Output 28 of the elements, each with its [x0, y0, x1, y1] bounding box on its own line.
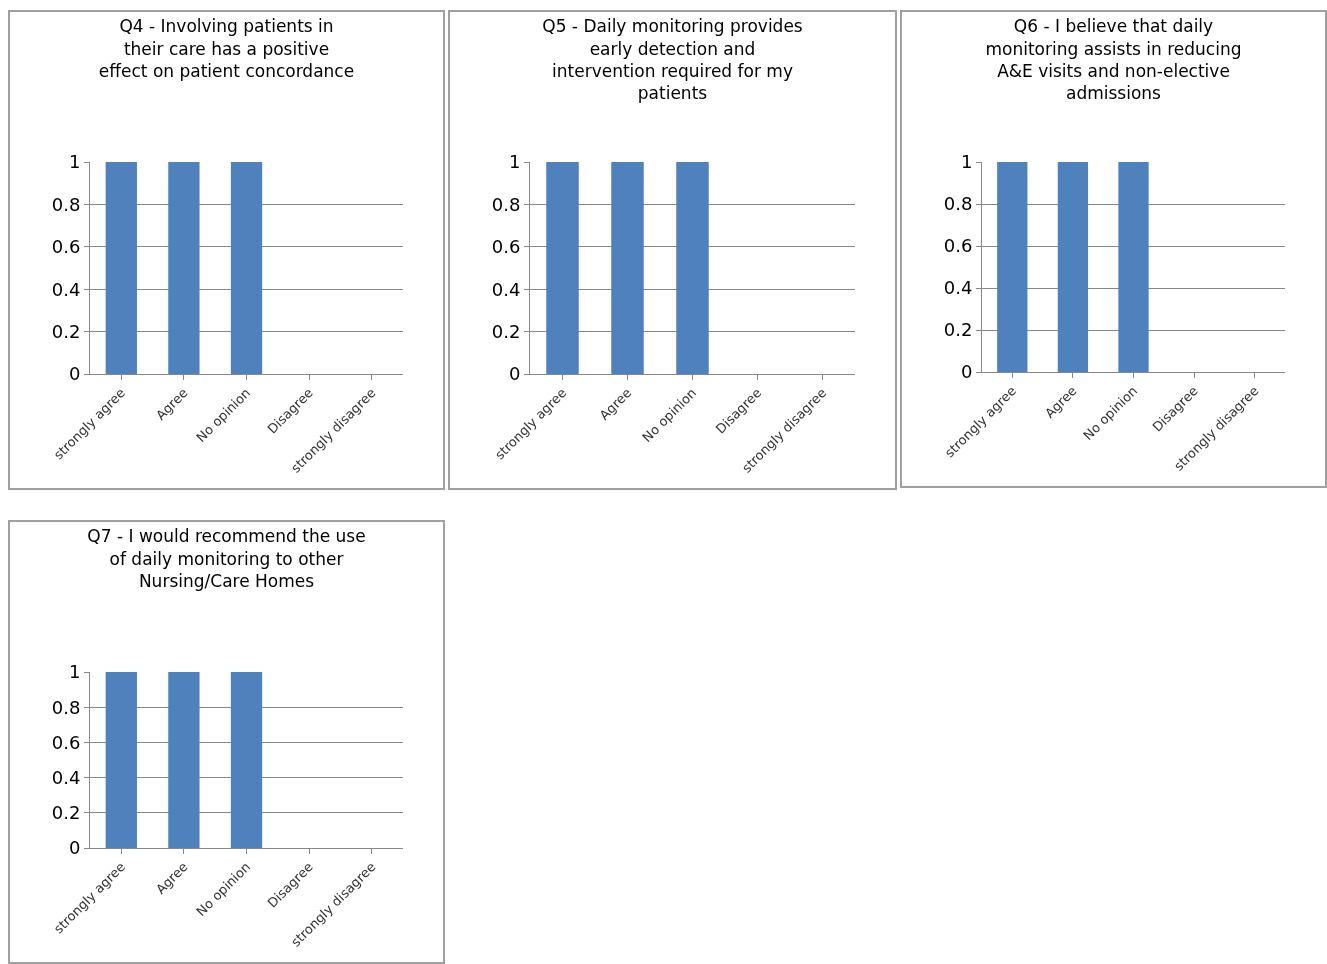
- y-tick-label: 0.4: [491, 278, 521, 300]
- y-tick-label: 0.8: [51, 696, 81, 718]
- y-tick-label: 0.4: [51, 278, 81, 300]
- y-tick-label: 1: [68, 661, 81, 683]
- chart-title: Q7 - I would recommend the use of daily monitoring to other Nursing/Care Homes: [87, 526, 366, 591]
- y-tick-label: 0.6: [51, 236, 81, 258]
- chart-title: Q6 - I believe that daily monitoring assists in reducing A&E visits and non-elective admissions: [985, 16, 1242, 103]
- y-tick-label: 1: [508, 151, 521, 173]
- y-tick-label: 0.2: [51, 802, 81, 824]
- y-tick-label: 0.6: [943, 235, 973, 257]
- y-tick-label: 0: [68, 363, 81, 385]
- y-tick-label: 0: [960, 361, 973, 383]
- chart-title: Q5 - Daily monitoring provides early detection and intervention required for my patients: [542, 16, 803, 103]
- y-tick-label: 0.2: [943, 319, 973, 341]
- y-tick-label: 0.4: [943, 277, 973, 299]
- y-tick-label: 0.8: [491, 193, 521, 215]
- y-tick-label: 0.2: [51, 320, 81, 342]
- chart-title: Q4 - Involving patients in their care has a positive effect on patient concordance: [98, 16, 355, 81]
- y-tick-label: 0.6: [491, 236, 521, 258]
- y-tick-label: 0.8: [943, 193, 973, 215]
- y-tick-label: 1: [960, 151, 973, 173]
- y-tick-label: 0.4: [51, 766, 81, 788]
- y-tick-label: 0: [68, 837, 81, 859]
- y-tick-label: 1: [68, 151, 81, 173]
- y-tick-label: 0: [508, 363, 521, 385]
- y-tick-label: 0.8: [51, 193, 81, 215]
- y-tick-label: 0.6: [51, 731, 81, 753]
- y-tick-label: 0.2: [491, 320, 521, 342]
